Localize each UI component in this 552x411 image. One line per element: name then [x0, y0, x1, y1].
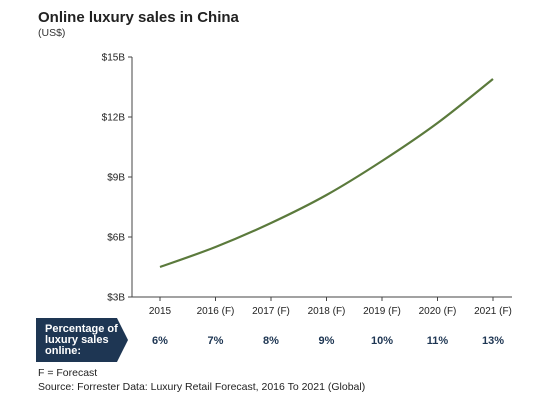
y-tick-label: $15B [102, 53, 126, 64]
y-tick-label: $12B [102, 113, 126, 124]
percentage-value: 7% [207, 335, 224, 347]
x-tick-label: 2016 (F) [197, 306, 235, 317]
x-tick-label: 2021 (F) [474, 306, 512, 317]
y-tick-label: $9B [107, 173, 125, 184]
percentage-row-label: Percentage of luxury sales online: [36, 318, 128, 362]
y-tick-label: $6B [107, 233, 125, 244]
chart-title: Online luxury sales in China [38, 9, 239, 26]
line-chart: $3B $6B $9B $12B $15B 2015 2016 (F) 2017 (F) 201… [102, 53, 512, 317]
percentage-value: 8% [263, 335, 279, 347]
series-line [159, 78, 494, 269]
percentage-value: 10% [370, 335, 394, 347]
x-tick-label: 2020 (F) [419, 306, 457, 317]
x-tick-label: 2017 (F) [252, 306, 290, 317]
percentage-row-label-text: Percentage of luxury sales online: [45, 323, 118, 357]
source-note: Source: Forrester Data: Luxury Retail Fo… [38, 381, 366, 393]
percentage-value: 6% [152, 335, 168, 347]
percentage-value: 13% [481, 335, 505, 347]
percentage-value: 11% [426, 335, 449, 347]
footnote: F = Forecast [38, 367, 98, 379]
percentage-value: 9% [318, 335, 335, 347]
chart-subtitle: (US$) [38, 27, 66, 39]
x-tick-label: 2018 (F) [308, 306, 346, 317]
x-tick-label: 2015 [149, 306, 172, 317]
y-tick-label: $3B [107, 293, 125, 304]
x-tick-label: 2019 (F) [363, 306, 401, 317]
